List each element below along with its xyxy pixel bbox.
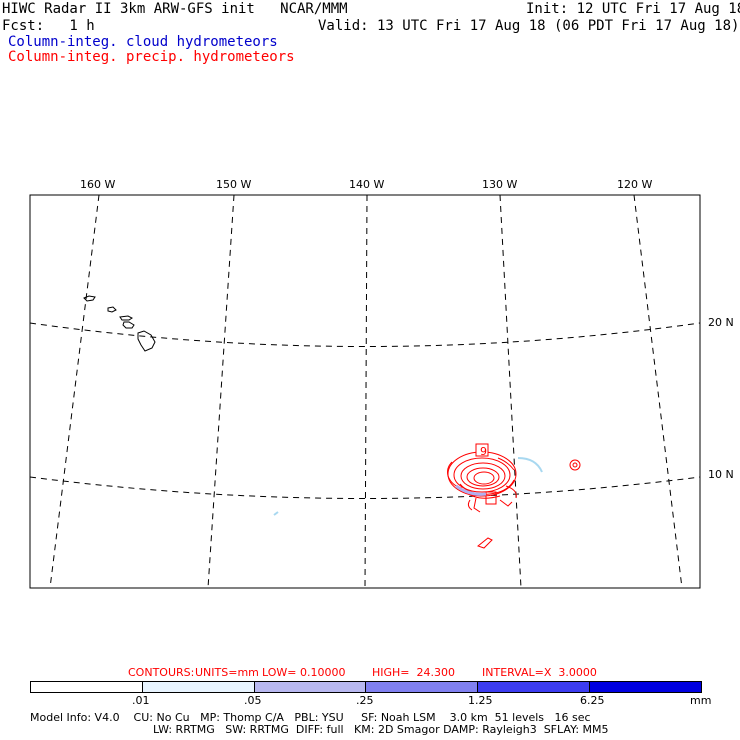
model-info-line1: Model Info: V4.0 CU: No Cu MP: Thomp C/A… (30, 711, 591, 724)
latitude-gridlines (29, 322, 701, 499)
island-molokai (119, 315, 133, 321)
color-bar-segment (365, 682, 478, 692)
cloud-contours (273, 457, 543, 516)
color-bar-segment (589, 682, 701, 692)
color-bar-segment (141, 682, 254, 692)
island-kauai (83, 295, 96, 302)
init-time: Init: 12 UTC Fri 17 Aug 18 (526, 1, 740, 17)
island-maui (122, 321, 135, 329)
gridline-160w (49, 194, 100, 589)
contours-units: UNITS=mm (195, 666, 259, 679)
lon-label-150w: 150 W (216, 178, 252, 191)
field-label-precip: Column-integ. precip. hydrometeors (8, 49, 295, 65)
model-info-line2: LW: RRTMG SW: RRTMG DIFF: full KM: 2D Sm… (153, 723, 609, 736)
color-bar-tick-label: .01 (132, 694, 150, 707)
lat-label-10n: 10 N (708, 468, 734, 481)
map-frame (29, 194, 701, 589)
gridline-10n (29, 476, 701, 499)
color-bar-segment (31, 682, 142, 692)
color-bar-tick-label: .25 (356, 694, 374, 707)
forecast-hour: Fcst: 1 h (2, 18, 95, 34)
gridline-120w (633, 194, 683, 589)
max-marker: 9 (480, 445, 487, 458)
island-oahu (107, 306, 117, 313)
gridline-130w (499, 194, 522, 589)
gridline-150w (207, 194, 235, 589)
field-label-cloud: Column-integ. cloud hydrometeors (8, 34, 278, 50)
contours-high: HIGH= 24.300 (372, 666, 456, 679)
color-bar-segment (253, 682, 366, 692)
island-hawaii (137, 330, 156, 352)
cloud-shading (455, 484, 487, 496)
contours-interval: INTERVAL=X 3.0000 (482, 666, 597, 679)
lon-label-120w: 120 W (617, 178, 653, 191)
color-bar-tick-label: 6.25 (580, 694, 605, 707)
plot-title: HIWC Radar II 3km ARW-GFS init NCAR/MMM (2, 1, 348, 17)
color-bar-ticks: .01 .05 .25 1.25 6.25 (0, 695, 740, 707)
color-bar-segment (477, 682, 590, 692)
gridline-20n (29, 322, 701, 347)
cloud-band (517, 457, 543, 473)
lon-label-160w: 160 W (80, 178, 116, 191)
cloud-speck (273, 511, 279, 516)
color-bar (30, 681, 702, 693)
precip-contours (447, 443, 581, 549)
valid-time: Valid: 13 UTC Fri 17 Aug 18 (06 PDT Fri … (318, 18, 740, 34)
longitude-gridlines (49, 194, 683, 589)
hawaii-islands (83, 295, 156, 352)
color-bar-tick-label: .05 (244, 694, 262, 707)
color-bar-tick-label: 1.25 (468, 694, 493, 707)
lat-label-20n: 20 N (708, 316, 734, 329)
gridline-140w (364, 194, 368, 589)
contours-low: LOW= 0.10000 (262, 666, 346, 679)
lon-label-140w: 140 W (349, 178, 385, 191)
color-bar-unit: mm (690, 694, 712, 707)
lon-label-130w: 130 W (482, 178, 518, 191)
contours-label: CONTOURS: (128, 666, 195, 679)
